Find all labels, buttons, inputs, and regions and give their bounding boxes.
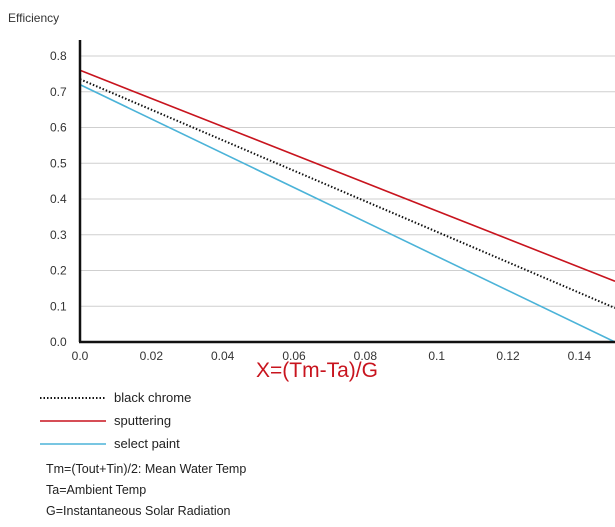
y-tick-label-2: 0.2 [50,264,67,278]
x-tick-label-7: 0.14 [568,349,592,363]
legend-swatch-sputtering [40,419,106,422]
legend: black chrome sputtering select paint [40,386,191,455]
x-axis-label: X=(Tm-Ta)/G [256,359,378,382]
x-tick-label-5: 0.1 [428,349,445,363]
grid-lines [80,55,615,307]
note-ambient-temp: Ta=Ambient Temp [46,483,147,497]
x-tick-label-2: 0.04 [211,349,235,363]
y-tick-label-8: 0.8 [50,49,67,63]
y-tick-label-1: 0.1 [50,299,67,313]
legend-swatch-select-paint [40,442,106,445]
y-axis-label: Efficiency [8,11,59,25]
legend-item-sputtering: sputtering [40,409,191,432]
note-mean-water-temp: Tm=(Tout+Tin)/2: Mean Water Temp [46,462,247,476]
legend-swatch-black-chrome [40,396,106,399]
y-tick-label-0: 0.0 [50,335,67,349]
y-tick-label-6: 0.6 [50,121,67,135]
series-line-select-paint [79,83,615,343]
legend-label-select-paint: select paint [114,436,180,451]
y-tick-label-3: 0.3 [50,228,67,242]
legend-item-black-chrome: black chrome [40,386,191,409]
legend-item-select-paint: select paint [40,432,191,455]
legend-label-sputtering: sputtering [114,413,172,428]
series-lines [79,69,615,343]
y-tick-label-5: 0.5 [50,156,67,170]
x-tick-label-4: 0.08 [354,349,378,363]
y-tick-labels: 0.0 0.1 0.2 0.3 0.4 0.5 0.6 0.7 0.8 [50,49,67,349]
x-tick-label-0: 0.0 [72,349,89,363]
formula-notes: Tm=(Tout+Tin)/2: Mean Water Temp Ta=Ambi… [46,459,246,522]
series-line-black-chrome [79,78,615,309]
x-tick-labels: 0.0 0.02 0.04 0.06 0.08 0.1 0.12 0.14 [72,349,592,363]
x-tick-label-3: 0.06 [282,349,306,363]
x-tick-label-1: 0.02 [140,349,164,363]
series-line-sputtering [79,69,615,282]
y-tick-label-4: 0.4 [50,192,67,206]
note-solar-radiation: G=Instantaneous Solar Radiation [46,504,231,518]
legend-label-black-chrome: black chrome [114,390,192,405]
y-tick-label-7: 0.7 [50,85,67,99]
efficiency-chart: 0.00.10.20.30.40.50.60.70.8 0.0 0.02 0.04 0… [8,11,615,382]
x-tick-label-6: 0.12 [496,349,520,363]
